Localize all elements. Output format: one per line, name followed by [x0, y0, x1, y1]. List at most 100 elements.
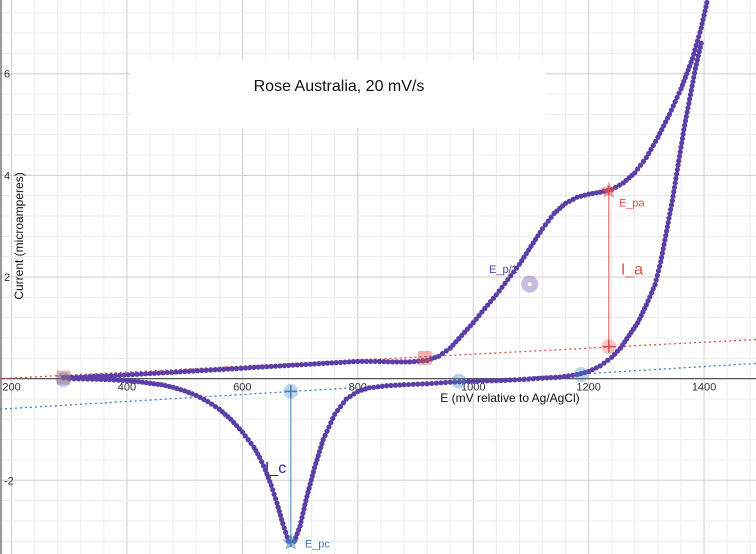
data-point: [697, 44, 703, 51]
data-point: [679, 135, 686, 142]
data-point: [669, 198, 675, 204]
data-point: [306, 485, 312, 491]
data-point: [521, 376, 527, 382]
data-point: [655, 268, 662, 274]
data-point: [415, 381, 421, 387]
data-point: [280, 520, 286, 527]
data-point: [442, 379, 449, 386]
data-point: [682, 122, 688, 128]
chart-title: Rose Australia, 20 mV/s: [254, 78, 425, 95]
data-point: [135, 379, 142, 385]
data-point: [664, 224, 670, 230]
data-point: [242, 365, 248, 371]
data-point: [260, 463, 267, 469]
data-point: [134, 371, 140, 377]
data-point: [346, 359, 352, 365]
data-point: [238, 365, 244, 371]
data-point: [71, 376, 77, 382]
data-point: [683, 113, 689, 120]
data-point: [324, 428, 330, 434]
annotation-label: E_pa: [619, 198, 646, 210]
data-point: [671, 189, 677, 195]
y-tick-label: -2: [4, 475, 14, 487]
y-tick-label: 2: [4, 272, 10, 284]
y-axis-label: Current (microamperes): [12, 172, 26, 299]
data-point: [637, 162, 644, 168]
data-point: [132, 378, 138, 384]
data-point: [593, 365, 599, 371]
data-point: [271, 491, 277, 497]
peak-current-label: I_a: [621, 262, 643, 279]
data-point: [570, 372, 576, 378]
data-point: [313, 461, 319, 467]
data-point: [544, 375, 550, 381]
data-point: [372, 358, 378, 364]
data-point: [310, 469, 317, 475]
data-point: [548, 375, 554, 381]
data-point: [182, 368, 188, 375]
data-point: [102, 376, 108, 383]
data-point: [438, 380, 444, 386]
data-point: [433, 380, 439, 386]
data-point: [702, 8, 708, 14]
data-point: [305, 489, 311, 495]
data-point: [686, 100, 692, 107]
data-point: [197, 394, 203, 401]
data-point: [473, 316, 479, 322]
data-point: [279, 516, 285, 523]
circle-marker: [573, 367, 589, 383]
data-point: [648, 290, 655, 296]
data-point: [694, 57, 700, 63]
data-point: [493, 378, 499, 384]
data-point: [290, 362, 296, 368]
data-point: [703, 4, 709, 10]
data-point: [299, 514, 305, 521]
data-point: [693, 42, 699, 48]
data-point: [698, 25, 704, 31]
data-point: [120, 377, 126, 384]
data-point: [498, 377, 504, 384]
data-point: [277, 512, 284, 518]
data-point: [60, 375, 67, 381]
data-point: [80, 376, 86, 382]
data-point: [212, 367, 218, 373]
data-point: [542, 222, 548, 228]
data-point: [328, 420, 334, 426]
data-point: [121, 372, 127, 378]
data-point: [281, 525, 287, 531]
data-point: [513, 265, 520, 271]
data-point: [671, 184, 678, 191]
data-point: [351, 391, 357, 397]
data-point: [677, 149, 683, 155]
data-point: [691, 70, 698, 76]
data-point: [410, 381, 416, 387]
data-point: [676, 90, 682, 96]
data-point: [640, 158, 647, 164]
data-point: [674, 94, 680, 101]
peak-current-label: I_c: [265, 460, 286, 477]
data-point: [300, 510, 306, 516]
data-point: [128, 378, 134, 384]
data-point: [695, 53, 701, 59]
data-point: [376, 358, 383, 365]
data-point: [381, 359, 387, 365]
data-point: [355, 358, 361, 364]
data-point: [419, 381, 426, 387]
data-point: [115, 377, 121, 383]
data-point: [616, 182, 623, 188]
data-point: [539, 375, 546, 381]
data-point: [668, 206, 674, 213]
square-marker: [56, 370, 71, 385]
data-point: [516, 377, 522, 383]
baselines: [0, 338, 756, 410]
x-axis-label: E (mV relative to Ag/AgCl): [440, 391, 579, 405]
data-point: [371, 384, 377, 390]
title-box: [130, 60, 546, 128]
data-point: [589, 190, 596, 197]
data-point: [561, 373, 567, 380]
data-point: [221, 366, 227, 372]
y-tick-label: 6: [4, 69, 10, 81]
data-point: [668, 107, 674, 113]
x-tick-label: 1200: [576, 382, 600, 394]
data-point: [199, 367, 205, 374]
